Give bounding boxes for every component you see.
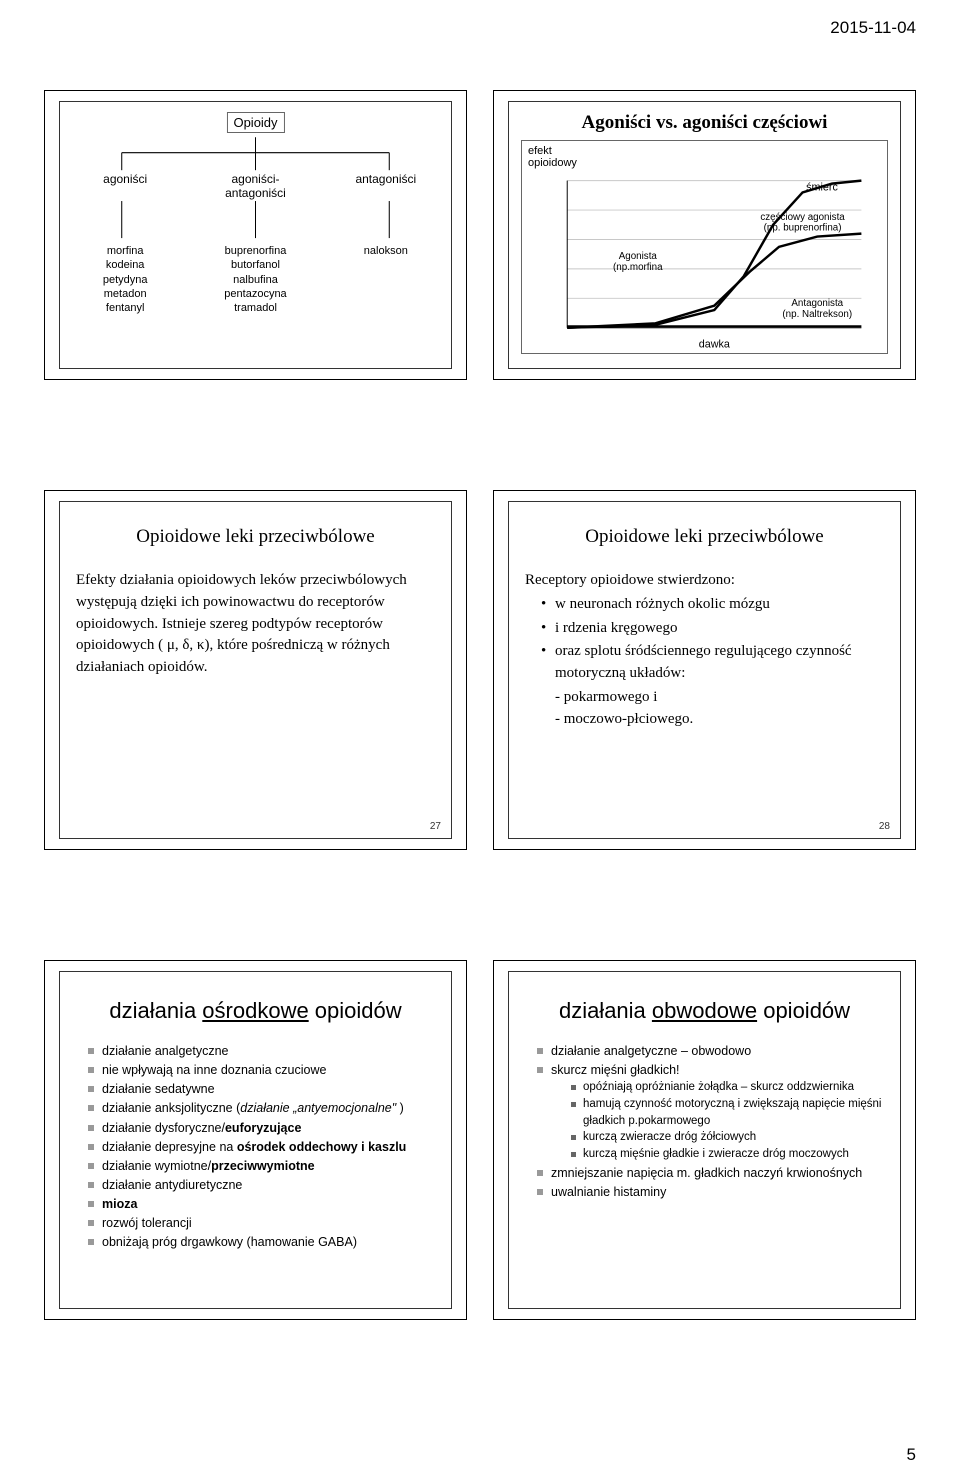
bullet: i rdzenia kręgowego — [541, 618, 884, 640]
list-item: działanie dysforyczne/euforyzujące — [88, 1119, 433, 1137]
date-header: 2015-11-04 — [830, 18, 916, 38]
slide-inner: działania obwodowe opioidów działanie an… — [508, 971, 901, 1309]
label-death: śmierć — [806, 182, 838, 194]
bullet: oraz splotu śródściennego regulującego c… — [541, 641, 884, 685]
slides-grid: Opioidy agoniści agoniści-antagoniści an… — [44, 90, 916, 1320]
sub-bullet: - pokarmowego i — [525, 687, 884, 709]
tree-row-drugs: morfinakodeinapetydynametadonfentanyl bu… — [60, 244, 451, 315]
slide-opioid-effects-text: Opioidowe leki przeciwbólowe Efekty dzia… — [44, 490, 467, 850]
tree-drugs-col3: nalokson — [321, 244, 450, 315]
tree-root: Opioidy — [226, 112, 284, 133]
slide5-list: działanie analgetycznenie wpływają na in… — [68, 1042, 443, 1251]
slide-number: 27 — [430, 821, 441, 832]
slide4-title: Opioidowe leki przeciwbólowe — [517, 526, 892, 548]
chart-svg: śmierć Agonista (np.morfina częściowy ag… — [528, 169, 881, 359]
list-item: działanie wymiotne/przeciwwymiotne — [88, 1157, 433, 1175]
svg-text:(np.morfina: (np.morfina — [613, 262, 663, 273]
list-item: hamują czynność motoryczną i zwiększają … — [571, 1096, 882, 1129]
label-partial: częściowy agonista — [760, 212, 845, 223]
slide5-title: działania ośrodkowe opioidów — [68, 998, 443, 1024]
list-item: działanie anksjolityczne (działanie „ant… — [88, 1099, 433, 1117]
sub-bullet: - moczowo-płciowego. — [525, 709, 884, 731]
slide-dose-response-chart: Agoniści vs. agoniści częściowi efektopi… — [493, 90, 916, 380]
list-item: nie wpływają na inne doznania czuciowe — [88, 1061, 433, 1079]
slide3-body: Efekty działania opioidowych leków przec… — [68, 570, 443, 679]
list-item: działanie sedatywne — [88, 1080, 433, 1098]
slide-inner: Opioidowe leki przeciwbólowe Receptory o… — [508, 501, 901, 839]
slide-inner: Opioidy agoniści agoniści-antagoniści an… — [59, 101, 452, 369]
svg-text:(np. buprenorfina): (np. buprenorfina) — [764, 223, 842, 234]
list-item: obniżają próg drgawkowy (hamowanie GABA) — [88, 1233, 433, 1251]
slide-inner: Agoniści vs. agoniści częściowi efektopi… — [508, 101, 901, 369]
list-item: uwalnianie histaminy — [537, 1183, 882, 1201]
label-agonist: Agonista — [619, 251, 658, 262]
slide-number: 28 — [879, 821, 890, 832]
list-item: zmniejszanie napięcia m. gładkich naczyń… — [537, 1164, 882, 1182]
slide6-sublist: opóźniają opróżnianie żołądka – skurcz o… — [551, 1079, 882, 1162]
chart-xlabel: dawka — [699, 339, 730, 351]
slide-inner: Opioidowe leki przeciwbólowe Efekty dzia… — [59, 501, 452, 839]
list-item: skurcz mięśni gładkich! opóźniają opróżn… — [537, 1061, 882, 1162]
slide3-title: Opioidowe leki przeciwbólowe — [68, 526, 443, 548]
page-number: 5 — [907, 1445, 916, 1465]
tree-drugs-col1: morfinakodeinapetydynametadonfentanyl — [61, 244, 190, 315]
slide6-title: działania obwodowe opioidów — [517, 998, 892, 1024]
chart-box: efektopioidowy śmierć Agonista (np.morfi… — [521, 140, 888, 354]
slide-opioid-tree: Opioidy agoniści agoniści-antagoniści an… — [44, 90, 467, 380]
list-item: rozwój tolerancji — [88, 1214, 433, 1232]
list-item: działanie antydiuretyczne — [88, 1176, 433, 1194]
tree-cat-agonists: agoniści — [61, 172, 190, 200]
slide-opioid-receptors: Opioidowe leki przeciwbólowe Receptory o… — [493, 490, 916, 850]
list-item: opóźniają opróżnianie żołądka – skurcz o… — [571, 1079, 882, 1096]
list-item: kurczą zwieracze dróg żółciowych — [571, 1129, 882, 1146]
svg-text:(np. Naltrekson): (np. Naltrekson) — [782, 309, 852, 320]
slide4-body: Receptory opioidowe stwierdzono: w neuro… — [517, 570, 892, 730]
slide-inner: działania ośrodkowe opioidów działanie a… — [59, 971, 452, 1309]
tree-cat-antagonists: antagoniści — [321, 172, 450, 200]
slide-peripheral-effects: działania obwodowe opioidów działanie an… — [493, 960, 916, 1320]
list-item: kurczą mięśnie gładkie i zwieracze dróg … — [571, 1146, 882, 1163]
list-item: działanie analgetyczne — [88, 1042, 433, 1060]
tree-cat-mixed: agoniści-antagoniści — [191, 172, 320, 200]
tree-connectors — [60, 102, 451, 368]
list-item: działanie analgetyczne – obwodowo — [537, 1042, 882, 1060]
bullet: w neuronach różnych okolic mózgu — [541, 594, 884, 616]
slide4-lead: Receptory opioidowe stwierdzono: — [525, 570, 884, 592]
slide-central-effects: działania ośrodkowe opioidów działanie a… — [44, 960, 467, 1320]
list-item: działanie depresyjne na ośrodek oddechow… — [88, 1138, 433, 1156]
tree-drugs-col2: buprenorfinabutorfanolnalbufinapentazocy… — [191, 244, 320, 315]
list-item: mioza — [88, 1195, 433, 1213]
chart-title: Agoniści vs. agoniści częściowi — [517, 112, 892, 134]
chart-ylabel: efektopioidowy — [528, 145, 881, 169]
label-antagonist: Antagonista — [791, 298, 843, 309]
slide6-list: działanie analgetyczne – obwodowo skurcz… — [517, 1042, 892, 1201]
tree-row-categories: agoniści agoniści-antagoniści antagoniśc… — [60, 172, 451, 200]
